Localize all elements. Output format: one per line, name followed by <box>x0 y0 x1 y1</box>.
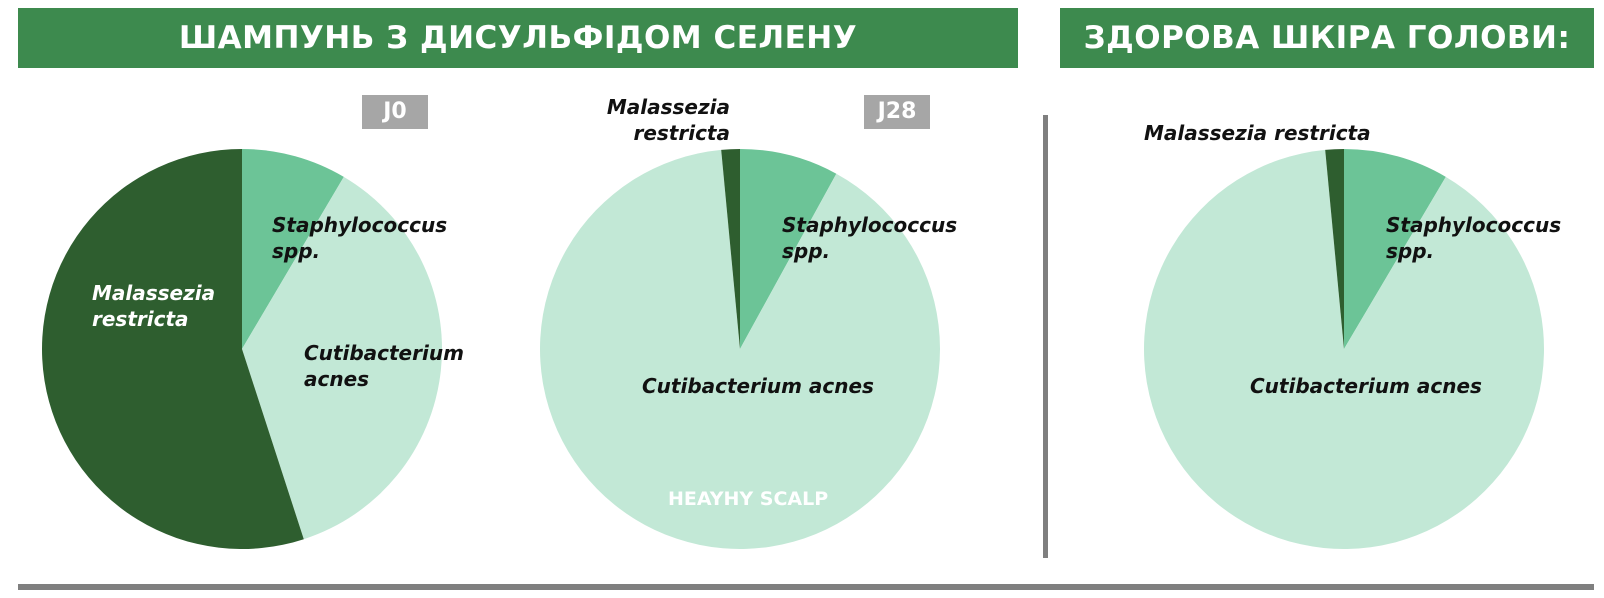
label-malassezia-healthy: Malassezia restricta <box>1144 121 1371 145</box>
watermark-text: HEAYHY SCALP <box>668 488 829 510</box>
pie-slice-malassezia <box>721 149 740 349</box>
pie-slice-staphylococcus <box>1344 149 1446 349</box>
pie-slice-cutibacterium <box>1143 149 1544 549</box>
pie-slice-staphylococcus <box>740 149 837 349</box>
label-staphylococcus-j28: Staphylococcus spp. <box>782 213 958 263</box>
pie-slices-j0 <box>41 149 442 549</box>
label-cutibacterium-j0: Cutibacterium acnes <box>304 341 464 391</box>
vertical-divider <box>1043 115 1048 558</box>
timepoint-tag-j0: J0 <box>362 95 428 129</box>
pie-slices-j28 <box>539 149 940 549</box>
label-cutibacterium-j28: Cutibacterium acnes <box>642 374 874 398</box>
pie-slice-cutibacterium <box>242 176 442 540</box>
pie-slices-healthy <box>1143 149 1544 549</box>
label-staphylococcus-healthy: Staphylococcus spp. <box>1386 213 1562 263</box>
pie-slice-malassezia <box>41 149 304 549</box>
bottom-divider <box>18 584 1594 590</box>
timepoint-tag-j28: J28 <box>864 95 930 129</box>
label-staphylococcus-j0: Staphylococcus spp. <box>272 213 448 263</box>
pie-slice-cutibacterium <box>539 149 940 549</box>
pie-slice-staphylococcus <box>242 149 344 349</box>
label-cutibacterium-healthy: Cutibacterium acnes <box>1250 374 1482 398</box>
label-malassezia-j28: Malassezia restricta <box>606 95 730 145</box>
pie-slice-malassezia <box>1325 149 1344 349</box>
section-title-healthy-scalp: ЗДОРОВА ШКІРА ГОЛОВИ: <box>1060 8 1594 68</box>
label-malassezia-j0: Malassezia restricta <box>92 281 216 331</box>
section-title-shampoo: ШАМПУНЬ З ДИСУЛЬФІДОМ СЕЛЕНУ <box>18 8 1018 68</box>
